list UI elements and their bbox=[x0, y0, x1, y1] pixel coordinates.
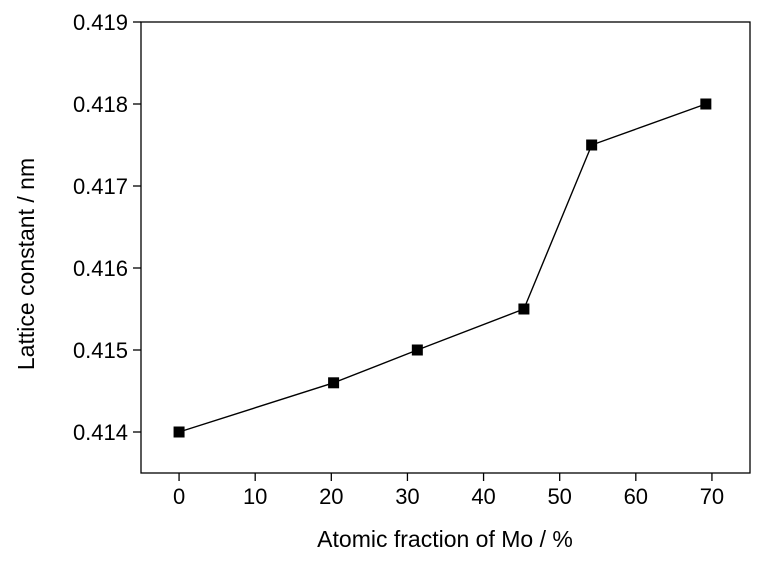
y-tick-label: 0.419 bbox=[73, 10, 128, 35]
x-tick-label: 70 bbox=[700, 484, 724, 509]
x-tick-label: 20 bbox=[319, 484, 343, 509]
y-tick-label: 0.414 bbox=[73, 420, 128, 445]
y-tick-label: 0.416 bbox=[73, 256, 128, 281]
x-axis: 0 10 20 30 40 50 60 70 bbox=[173, 473, 724, 509]
data-series bbox=[173, 98, 712, 438]
y-axis: 0.414 0.415 0.416 0.417 0.418 0.419 bbox=[73, 10, 141, 445]
data-point-marker bbox=[518, 303, 530, 315]
data-point-marker bbox=[173, 426, 185, 438]
y-tick-label: 0.415 bbox=[73, 338, 128, 363]
y-axis-title: Lattice constant / nm bbox=[13, 158, 39, 370]
data-point-marker bbox=[700, 98, 712, 110]
x-tick-label: 10 bbox=[243, 484, 267, 509]
x-axis-title: Atomic fraction of Mo / % bbox=[317, 526, 573, 552]
x-tick-label: 60 bbox=[624, 484, 648, 509]
plot-frame bbox=[140, 21, 751, 474]
x-tick-label: 30 bbox=[395, 484, 419, 509]
x-tick-label: 50 bbox=[547, 484, 571, 509]
x-tick-label: 0 bbox=[173, 484, 185, 509]
data-point-marker bbox=[328, 377, 340, 389]
y-tick-label: 0.417 bbox=[73, 174, 128, 199]
data-point-marker bbox=[411, 344, 423, 356]
series-line bbox=[178, 103, 707, 433]
data-point-marker bbox=[586, 139, 598, 151]
y-tick-label: 0.418 bbox=[73, 92, 128, 117]
x-tick-label: 40 bbox=[471, 484, 495, 509]
